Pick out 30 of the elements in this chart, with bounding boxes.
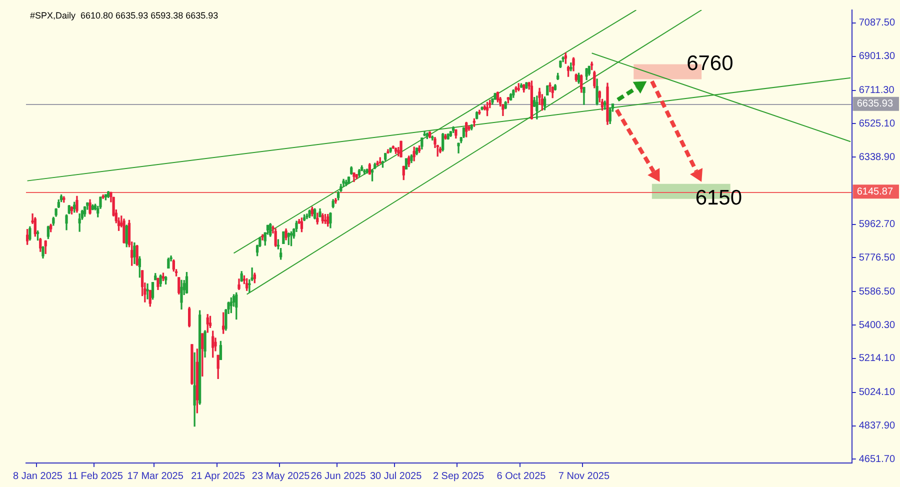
y-tick-label: 5214.10 — [858, 353, 896, 364]
ref-line-label: 6635.93 — [856, 98, 894, 110]
y-tick-label: 6901.30 — [858, 51, 896, 62]
candlestick — [457, 142, 460, 154]
y-tick-label: 5586.50 — [858, 286, 896, 298]
band-label: 6150 — [695, 186, 742, 210]
x-tick-label: 23 May 2025 — [252, 470, 310, 482]
y-tick-label: 4837.90 — [858, 420, 896, 432]
x-tick-label: 26 Jun 2025 — [310, 470, 366, 482]
x-tick-label: 17 Mar 2025 — [127, 470, 184, 482]
y-tick-label: 7087.50 — [858, 18, 896, 29]
x-tick-label: 30 Jul 2025 — [370, 470, 422, 482]
y-tick-label: 6711.30 — [858, 85, 895, 96]
x-tick-label: 6 Oct 2025 — [496, 470, 546, 482]
y-tick-label: 6525.10 — [858, 118, 896, 130]
ref-line-label: 6145.87 — [856, 186, 894, 198]
y-tick-label: 5024.10 — [858, 387, 896, 398]
y-tick-label: 5400.30 — [858, 320, 896, 331]
chart-title: #SPX,Daily 6610.80 6635.93 6593.38 6635.93 — [30, 10, 218, 20]
y-tick-label: 6338.90 — [858, 152, 896, 163]
y-tick-label: 5962.70 — [858, 219, 896, 230]
x-tick-label: 2 Sep 2025 — [432, 470, 485, 482]
candlestick — [146, 283, 149, 300]
x-tick-label: 8 Jan 2025 — [13, 470, 63, 482]
x-tick-label: 11 Feb 2025 — [68, 470, 124, 482]
band-label: 6760 — [686, 52, 734, 76]
x-tick-label: 7 Nov 2025 — [558, 470, 610, 482]
y-tick-label: 4651.70 — [858, 454, 896, 465]
y-tick-label: 5776.50 — [858, 252, 896, 264]
x-tick-label: 21 Apr 2025 — [191, 470, 246, 482]
